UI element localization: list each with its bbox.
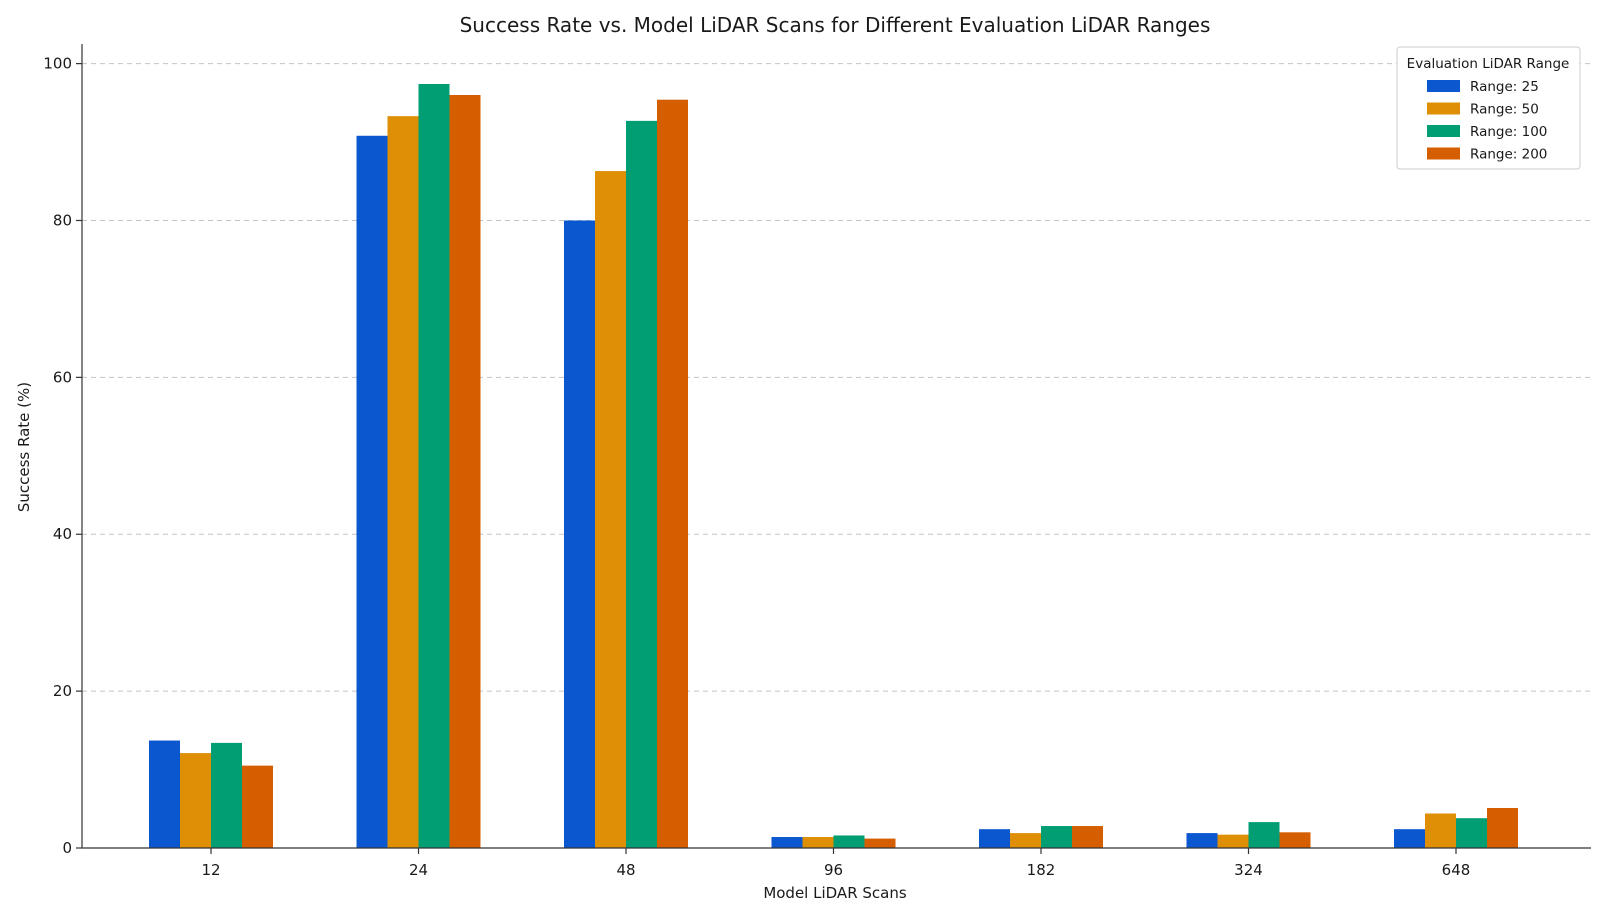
legend-swatch (1427, 147, 1460, 160)
bar-range-100-x182 (1041, 826, 1072, 848)
bar-range-50-x648 (1425, 813, 1456, 848)
y-tick-labels: 0 20 40 60 80 100 (43, 55, 72, 857)
x-tick-label: 182 (1027, 861, 1056, 879)
legend-frame (1396, 46, 1581, 170)
y-tick-label: 20 (53, 682, 72, 700)
y-tick-label: 100 (43, 55, 72, 73)
bar-range-100-x24 (418, 84, 450, 848)
legend-swatch (1427, 80, 1460, 92)
bar-range-25-x648 (1394, 829, 1425, 848)
y-tick-label: 0 (62, 839, 72, 857)
legend-label: Range: 50 (1470, 102, 1539, 118)
bar-range-200-x648 (1487, 807, 1518, 848)
bar-range-50-x324 (1217, 834, 1249, 848)
legend-label: Range: 200 (1470, 147, 1547, 163)
bar-range-200-x324 (1279, 832, 1311, 848)
bar-range-25-x324 (1186, 833, 1218, 848)
bar-range-50-x48 (595, 171, 626, 848)
legend-swatch (1427, 102, 1460, 115)
legend-title: Evaluation LiDAR Range (1407, 56, 1570, 72)
bar-range-200-x182 (1072, 826, 1103, 848)
y-axis-label: Success Rate (%) (15, 382, 33, 512)
bar-range-200-x48 (657, 99, 688, 848)
legend-label: Range: 100 (1470, 124, 1547, 140)
legend: Evaluation LiDAR Range Range: 25 Range: 5… (1396, 46, 1581, 170)
y-tick-label: 80 (53, 211, 72, 229)
x-tick-label: 648 (1442, 861, 1471, 879)
bar-range-50-x24 (387, 116, 419, 849)
legend-label: Range: 25 (1470, 79, 1539, 95)
bar-range-100-x48 (626, 120, 657, 849)
bar-range-25-x12 (149, 740, 180, 848)
bar-range-25-x48 (564, 220, 595, 849)
bar-range-100-x324 (1248, 822, 1280, 848)
x-tick-label: 96 (824, 861, 843, 879)
bar-range-200-x12 (242, 765, 273, 848)
bar-range-200-x24 (449, 94, 481, 849)
x-tick-label: 24 (409, 861, 428, 879)
x-tick-labels: 12 24 48 96 182 324 648 (201, 861, 1470, 879)
bar-range-50-x96 (802, 837, 834, 848)
bar-range-100-x12 (211, 742, 242, 848)
grid-lines (82, 63, 1591, 692)
bars (149, 84, 1518, 849)
x-tick-label: 48 (616, 861, 635, 879)
x-tick-label: 324 (1234, 861, 1263, 879)
y-tick-label: 60 (53, 368, 72, 386)
chart-title: Success Rate vs. Model LiDAR Scans for D… (460, 13, 1211, 37)
bar-range-25-x24 (356, 135, 388, 848)
legend-items: Range: 25 Range: 50 Range: 100 Range: 200 (1427, 79, 1547, 163)
x-axis-label: Model LiDAR Scans (763, 884, 907, 902)
bar-range-100-x96 (833, 835, 865, 848)
bar-range-25-x96 (771, 837, 803, 848)
axes (76, 44, 1591, 854)
bar-range-25-x182 (979, 829, 1010, 848)
bar-range-200-x96 (864, 838, 896, 848)
bar-range-50-x182 (1010, 833, 1041, 848)
y-tick-label: 40 (53, 525, 72, 543)
x-tick-label: 12 (201, 861, 220, 879)
bar-range-100-x648 (1456, 818, 1487, 848)
bar-range-50-x12 (180, 753, 211, 848)
legend-swatch (1427, 125, 1460, 137)
